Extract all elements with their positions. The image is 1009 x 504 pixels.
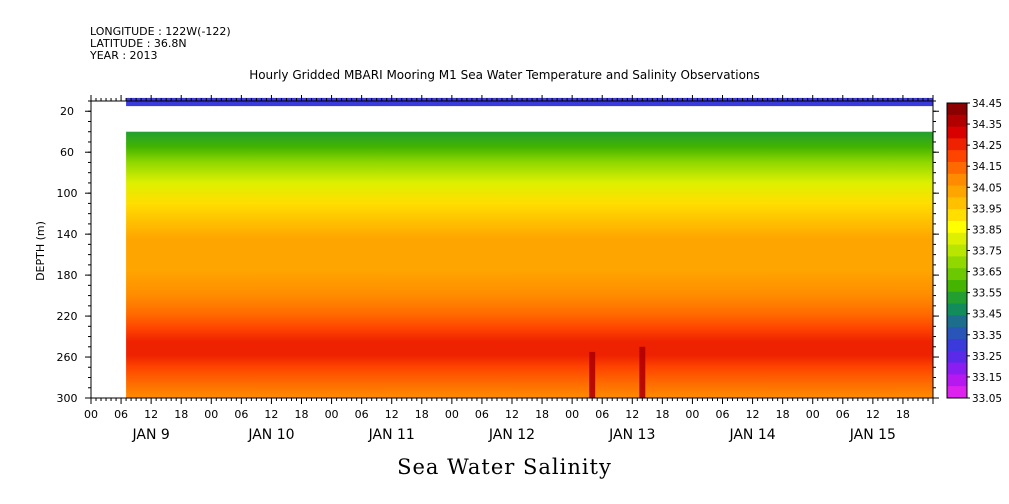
colorbar-swatch xyxy=(947,339,967,352)
x-tick-label: 00 xyxy=(84,408,98,421)
x-tick-label: 18 xyxy=(896,408,910,421)
footer-title: Sea Water Salinity xyxy=(397,455,612,479)
colorbar-label: 33.25 xyxy=(972,351,1002,363)
colorbar-swatch xyxy=(947,103,967,116)
surface-band xyxy=(126,97,934,107)
colorbar-swatch xyxy=(947,315,967,328)
colorbar-label: 33.05 xyxy=(972,393,1002,405)
x-tick-label: 06 xyxy=(716,408,730,421)
x-tick-label: 18 xyxy=(415,408,429,421)
x-tick-label: 12 xyxy=(264,408,278,421)
x-tick-label: 00 xyxy=(685,408,699,421)
x-tick-label: 06 xyxy=(234,408,248,421)
colorbar-swatch xyxy=(947,126,967,139)
x-tick-label: 12 xyxy=(505,408,519,421)
x-tick-label: 00 xyxy=(204,408,218,421)
colorbar-swatch xyxy=(947,150,967,163)
x-day-label: JAN 14 xyxy=(728,427,775,443)
colorbar-label: 33.55 xyxy=(972,288,1002,300)
x-tick-label: 18 xyxy=(295,408,309,421)
colorbar-label: 33.75 xyxy=(972,246,1002,258)
colorbar-label: 33.85 xyxy=(972,224,1002,236)
x-tick-label: 12 xyxy=(385,408,399,421)
high-salinity-event xyxy=(589,351,596,398)
x-day-label: JAN 9 xyxy=(131,427,169,443)
y-tick-label: 180 xyxy=(57,269,78,282)
x-tick-label: 12 xyxy=(866,408,880,421)
y-tick-label: 140 xyxy=(57,228,78,241)
x-tick-label: 12 xyxy=(144,408,158,421)
axes: 20 60 100 140 180 220 260 300 00 06 12 18 00 06 12 18 00… xyxy=(57,95,939,443)
colorbar-swatch xyxy=(947,173,967,187)
y-tick-label: 220 xyxy=(57,310,78,323)
x-day-label: JAN 13 xyxy=(608,427,655,443)
x-day-label: JAN 12 xyxy=(488,427,535,443)
colorbar-swatch xyxy=(947,374,967,387)
x-tick-label: 00 xyxy=(565,408,579,421)
salinity-profile-field xyxy=(126,131,934,399)
colorbar-label: 33.15 xyxy=(972,372,1002,384)
colorbar-swatch xyxy=(947,244,967,257)
y-tick-label: 260 xyxy=(57,351,78,364)
y-tick-label: 300 xyxy=(57,392,78,405)
longitude-label: LONGITUDE : 122W(-122) xyxy=(90,25,231,38)
x-tick-label: 00 xyxy=(806,408,820,421)
colorbar-swatch xyxy=(947,221,967,234)
colorbar-label: 33.45 xyxy=(972,309,1002,321)
colorbar-swatch xyxy=(947,256,967,269)
x-tick-label: 12 xyxy=(746,408,760,421)
colorbar-swatch xyxy=(947,209,967,222)
x-tick-label: 06 xyxy=(836,408,850,421)
colorbar-swatch xyxy=(947,232,967,246)
colorbar-label: 33.35 xyxy=(972,330,1002,342)
colorbar-swatch xyxy=(947,386,967,399)
x-day-label: JAN 10 xyxy=(247,427,294,443)
y-tick-label: 60 xyxy=(60,146,74,159)
x-tick-label: 06 xyxy=(114,408,128,421)
colorbar-swatch xyxy=(947,197,967,210)
colorbar-label: 33.65 xyxy=(972,267,1002,279)
x-tick-label: 18 xyxy=(174,408,188,421)
x-tick-label: 00 xyxy=(325,408,339,421)
colorbar-label: 34.25 xyxy=(972,140,1002,152)
colorbar-swatch xyxy=(947,350,967,364)
y-tick-label: 100 xyxy=(57,187,78,200)
colorbar-swatch xyxy=(947,114,967,128)
plot-area xyxy=(91,97,934,399)
x-tick-label: 18 xyxy=(655,408,669,421)
x-tick-label: 18 xyxy=(776,408,790,421)
colorbar-swatch xyxy=(947,138,967,151)
colorbar-label: 33.95 xyxy=(972,203,1002,215)
x-day-label: JAN 15 xyxy=(849,427,896,443)
colorbar-label: 34.05 xyxy=(972,182,1002,194)
colorbar-swatch xyxy=(947,303,967,316)
colorbar-swatch xyxy=(947,327,967,340)
colorbar-swatch xyxy=(947,162,967,175)
x-tick-label: 00 xyxy=(445,408,459,421)
colorbar-label: 34.35 xyxy=(972,119,1002,131)
y-tick-label: 20 xyxy=(60,105,74,118)
x-tick-label: 06 xyxy=(355,408,369,421)
year-label: YEAR : 2013 xyxy=(90,49,158,62)
x-tick-label: 18 xyxy=(535,408,549,421)
colorbar-swatch xyxy=(947,185,967,198)
colorbar-swatch xyxy=(947,362,967,375)
colorbar-label: 34.15 xyxy=(972,161,1002,173)
colorbar: 34.45 34.35 34.25 34.15 34.05 33.95 33.85 33.75… xyxy=(946,98,1002,405)
y-axis-label: DEPTH (m) xyxy=(34,221,47,281)
latitude-label: LATITUDE : 36.8N xyxy=(90,37,187,50)
x-tick-label: 12 xyxy=(625,408,639,421)
chart-title: Hourly Gridded MBARI Mooring M1 Sea Wate… xyxy=(249,68,760,82)
x-tick-label: 06 xyxy=(475,408,489,421)
high-salinity-event xyxy=(639,346,646,398)
x-tick-label: 06 xyxy=(595,408,609,421)
colorbar-swatch xyxy=(947,268,967,281)
colorbar-swatch xyxy=(947,280,967,293)
x-day-label: JAN 11 xyxy=(368,427,415,443)
colorbar-label: 34.45 xyxy=(972,98,1002,110)
colorbar-swatch xyxy=(947,291,967,305)
